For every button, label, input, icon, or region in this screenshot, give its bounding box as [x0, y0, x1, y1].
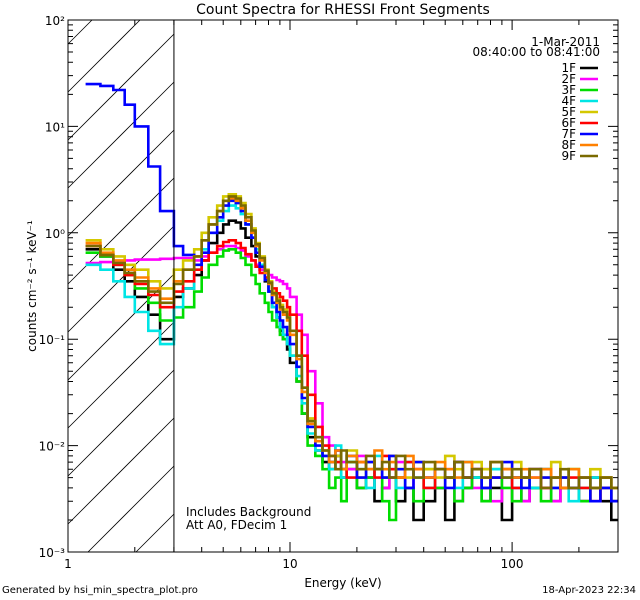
- tick-marks: [67, 19, 619, 553]
- x-tick-label: 1: [64, 557, 72, 571]
- annotation-line-1: Includes Background: [186, 505, 311, 519]
- series-7F: [85, 82, 618, 503]
- annotation: Includes Background Att A0, FDecim 1: [186, 505, 311, 532]
- x-axis-label: Energy (keV): [304, 576, 381, 590]
- legend-label-4F: 4F: [561, 94, 576, 108]
- legend-date: 1-Mar-2011: [531, 35, 600, 49]
- plot-frame: [67, 19, 619, 553]
- series-3F: [85, 248, 618, 522]
- series-lines: [85, 82, 618, 522]
- chart-title: Count Spectra for RHESSI Front Segments: [196, 2, 490, 18]
- legend-label-3F: 3F: [561, 83, 576, 97]
- legend-label-7F: 7F: [561, 127, 576, 141]
- y-tick-label: 10⁻³: [39, 546, 66, 560]
- y-tick-label: 10⁻¹: [39, 333, 66, 347]
- legend-label-8F: 8F: [561, 138, 576, 152]
- legend-label-9F: 9F: [561, 149, 576, 163]
- tick-labels: 1 10 100 10⁻³ 10⁻² 10⁻¹ 10⁰ 10¹ 10²: [39, 14, 524, 571]
- hatch-lines: [67, 19, 175, 553]
- y-axis-label: counts cm⁻² s⁻¹ keV⁻¹: [25, 220, 39, 352]
- y-tick-label: 10¹: [45, 120, 65, 134]
- legend-label-1F: 1F: [561, 61, 576, 75]
- axis-ticks: [67, 19, 619, 553]
- series-5F: [85, 193, 618, 490]
- x-tick-label: 100: [501, 557, 524, 571]
- legend-label-5F: 5F: [561, 105, 576, 119]
- hatched-region: [67, 19, 175, 553]
- x-tick-label: 10: [282, 557, 297, 571]
- generated-by-footer: Generated by hsi_min_spectra_plot.pro: [2, 585, 198, 596]
- legend-time-range: 08:40:00 to 08:41:00: [473, 45, 600, 59]
- date-footer: 18-Apr-2023 22:34: [542, 585, 636, 596]
- y-tick-label: 10²: [45, 14, 65, 28]
- y-tick-label: 10⁰: [45, 227, 65, 241]
- legend-label-2F: 2F: [561, 72, 576, 86]
- legend-label-6F: 6F: [561, 116, 576, 130]
- annotation-line-2: Att A0, FDecim 1: [186, 518, 287, 532]
- series-9F: [85, 195, 618, 490]
- y-tick-label: 10⁻²: [39, 440, 66, 454]
